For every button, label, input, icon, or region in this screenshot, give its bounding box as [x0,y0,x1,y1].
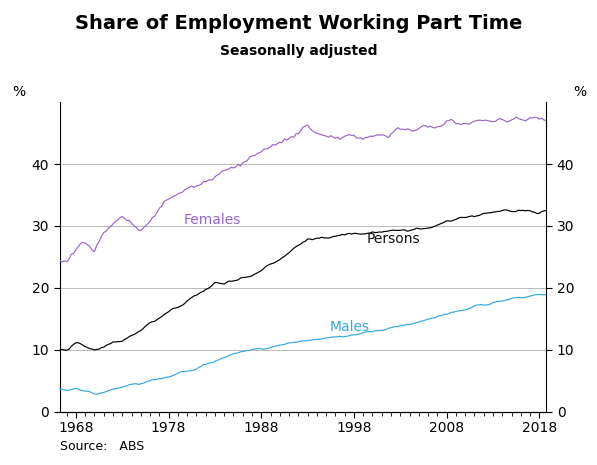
Text: Share of Employment Working Part Time: Share of Employment Working Part Time [75,14,522,33]
Text: Seasonally adjusted: Seasonally adjusted [220,44,377,58]
Text: %: % [573,85,586,99]
Text: Source:   ABS: Source: ABS [60,440,144,453]
Text: Persons: Persons [366,232,420,246]
Text: %: % [12,85,25,99]
Text: Females: Females [184,213,241,227]
Text: Males: Males [330,320,370,334]
